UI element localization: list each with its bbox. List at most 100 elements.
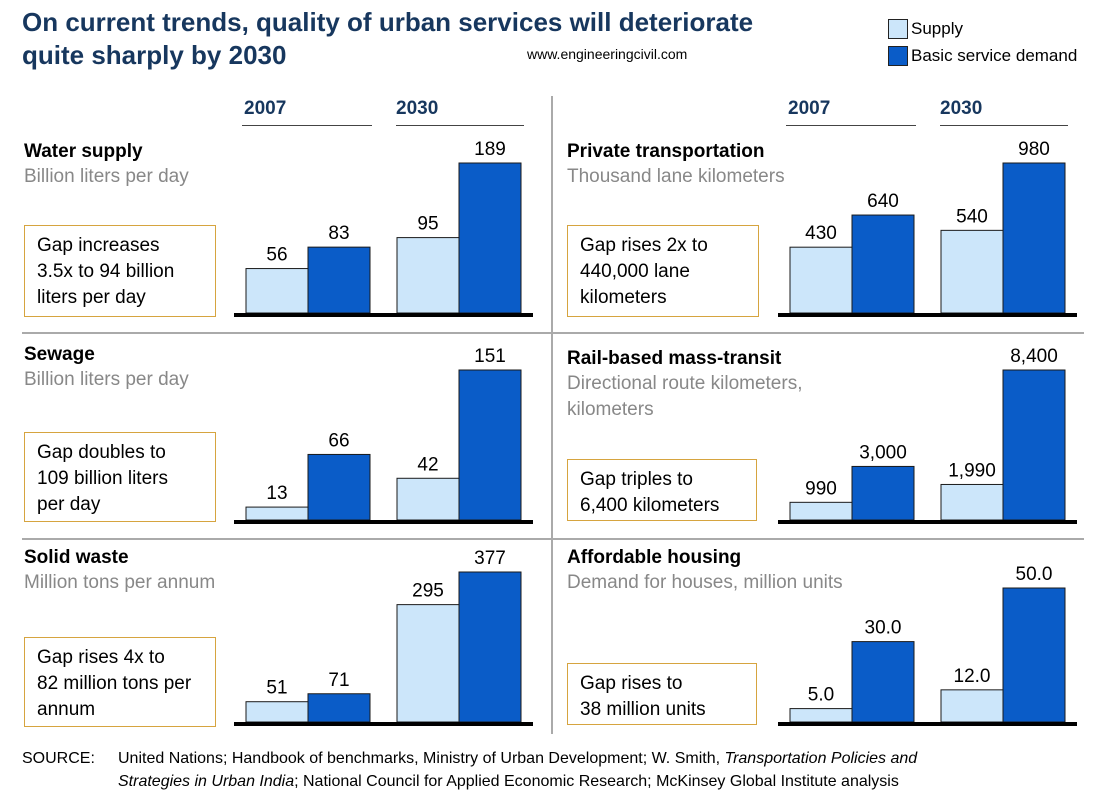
subtitle-line: kilometers <box>567 399 654 420</box>
source-text: ; National Council for Applied Economic … <box>294 773 899 790</box>
bar-demand-2030 <box>458 571 522 723</box>
data-label: 66 <box>328 430 349 451</box>
bar-demand-2007 <box>307 453 371 521</box>
bar-supply-2007 <box>789 708 853 723</box>
bar-demand-2030 <box>1002 369 1066 521</box>
bar-demand-2007 <box>851 641 915 723</box>
source-label: SOURCE: <box>22 750 95 767</box>
legend-label-supply: Supply <box>911 19 963 38</box>
data-label: 12.0 <box>954 666 991 687</box>
data-label: 430 <box>805 223 837 244</box>
gap-text-line: Gap doubles to <box>37 442 166 463</box>
data-label: 295 <box>412 581 444 602</box>
year-header-2030-right: 2030 <box>940 98 983 119</box>
bar-demand-2030 <box>458 162 522 314</box>
source-note: SOURCE: United Nations; Handbook of bench… <box>22 747 1102 793</box>
gap-text-line: annum <box>37 699 96 720</box>
data-label: 42 <box>417 454 438 475</box>
data-label: 71 <box>328 670 349 691</box>
data-label: 13 <box>266 483 287 504</box>
data-label: 640 <box>867 191 899 212</box>
panel-subtitle-rail-transit: Directional route kilometers, kilometers <box>567 371 802 423</box>
data-label: 8,400 <box>1010 346 1058 367</box>
source-text: United Nations; Handbook of benchmarks, … <box>118 750 725 767</box>
gap-box-rail-transit: Gap triples to 6,400 kilometers <box>567 459 757 521</box>
panel-subtitle-affordable-housing: Demand for houses, million units <box>567 572 843 593</box>
year-header-2030-left: 2030 <box>396 98 439 119</box>
data-label: 56 <box>266 245 287 266</box>
gap-text-line: 440,000 lane <box>580 261 690 282</box>
legend-swatch-demand <box>888 46 908 66</box>
year-header-2007-left: 2007 <box>244 98 287 119</box>
panel-subtitle-water-supply: Billion liters per day <box>24 166 189 187</box>
data-label: 30.0 <box>865 618 902 639</box>
bar-demand-2007 <box>307 693 371 723</box>
bar-demand-2030 <box>458 369 522 521</box>
vertical-divider <box>551 96 553 734</box>
gap-box-private-transportation: Gap rises 2x to 440,000 lane kilometers <box>567 225 759 317</box>
source-text-italic: Transportation Policies and <box>724 750 918 767</box>
bar-supply-2007 <box>245 506 309 521</box>
bar-demand-2030 <box>1002 587 1066 723</box>
legend-item-demand: Basic service demand <box>888 46 1077 66</box>
year-underline <box>242 125 372 126</box>
gap-text-line: Gap rises 4x to <box>37 647 165 668</box>
gap-text-line: Gap rises to <box>580 673 683 694</box>
bar-supply-2007 <box>789 246 853 314</box>
gap-box-sewage: Gap doubles to 109 billion liters per da… <box>24 432 216 522</box>
bar-supply-2007 <box>245 701 309 723</box>
gap-text-line: 3.5x to 94 billion <box>37 261 175 282</box>
panel-subtitle-solid-waste: Million tons per annum <box>24 572 216 593</box>
panel-title-affordable-housing: Affordable housing <box>567 547 742 568</box>
gap-text-line: 6,400 kilometers <box>580 495 720 516</box>
panel-title-sewage: Sewage <box>24 344 95 365</box>
panel-title-private-transportation: Private transportation <box>567 141 765 162</box>
page-title: On current trends, quality of urban serv… <box>22 6 872 72</box>
gap-text-line: kilometers <box>580 287 667 308</box>
bar-supply-2030 <box>396 237 460 314</box>
bar-demand-2007 <box>851 465 915 521</box>
data-label: 95 <box>417 214 438 235</box>
data-label: 1,990 <box>948 460 996 481</box>
watermark: www.engineeringcivil.com <box>527 46 688 62</box>
data-label: 3,000 <box>859 442 907 463</box>
title-line-1: On current trends, quality of urban serv… <box>22 7 754 37</box>
legend-item-supply: Supply <box>888 19 963 39</box>
bar-supply-2030 <box>396 604 460 723</box>
panel-title-solid-waste: Solid waste <box>24 547 129 568</box>
gap-text-line: Gap triples to <box>580 469 693 490</box>
year-underline <box>786 125 916 126</box>
gap-box-solid-waste: Gap rises 4x to 82 million tons per annu… <box>24 637 216 727</box>
gap-text-line: 109 billion liters <box>37 468 168 489</box>
bar-supply-2030 <box>940 483 1004 521</box>
data-label: 540 <box>956 206 988 227</box>
bar-supply-2007 <box>789 501 853 521</box>
data-label: 377 <box>474 548 506 569</box>
gap-box-affordable-housing: Gap rises to 38 million units <box>567 663 757 725</box>
horizontal-divider <box>22 538 1084 540</box>
gap-text-line: liters per day <box>37 287 146 308</box>
year-underline <box>940 125 1068 126</box>
panel-subtitle-sewage: Billion liters per day <box>24 369 189 390</box>
gap-text-line: Gap increases <box>37 235 160 256</box>
source-text-italic: Strategies in Urban India <box>118 773 295 790</box>
year-underline <box>396 125 524 126</box>
data-label: 50.0 <box>1016 564 1053 585</box>
title-line-2: quite sharply by 2030 <box>22 40 287 70</box>
bar-supply-2007 <box>245 268 309 314</box>
data-label: 5.0 <box>808 685 834 706</box>
bar-supply-2030 <box>940 229 1004 314</box>
gap-box-water-supply: Gap increases 3.5x to 94 billion liters … <box>24 225 216 317</box>
panel-title-rail-transit: Rail-based mass-transit <box>567 348 782 369</box>
legend-swatch-supply <box>888 19 908 39</box>
bar-demand-2007 <box>307 246 371 314</box>
year-header-2007-right: 2007 <box>788 98 831 119</box>
legend-label-demand: Basic service demand <box>911 46 1078 65</box>
bar-demand-2007 <box>851 214 915 314</box>
horizontal-divider <box>22 332 1084 334</box>
data-label: 980 <box>1018 139 1050 160</box>
gap-text-line: per day <box>37 494 101 515</box>
data-label: 51 <box>266 678 287 699</box>
panel-subtitle-private-transportation: Thousand lane kilometers <box>567 166 785 187</box>
